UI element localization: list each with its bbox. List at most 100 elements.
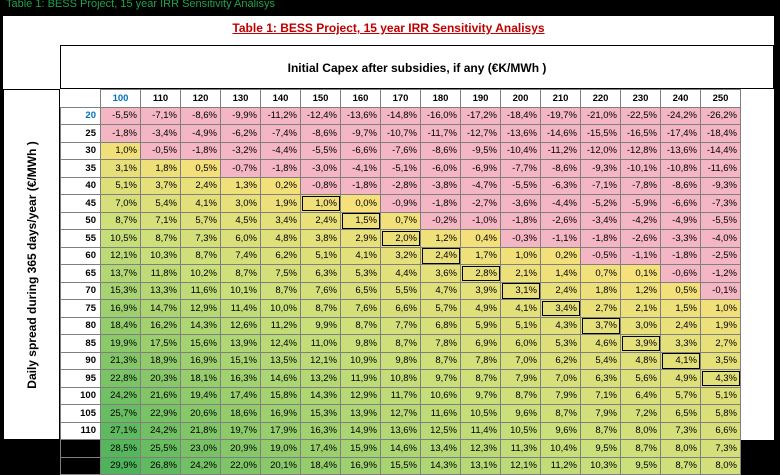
irr-cell: 8,7% bbox=[100, 211, 141, 230]
spread-row-header: 85 bbox=[60, 334, 101, 353]
irr-cell: 21,8% bbox=[180, 421, 221, 440]
irr-cell: -13,6% bbox=[340, 106, 381, 125]
irr-cell: -4,4% bbox=[540, 194, 581, 213]
table-row: 20 -5,5% -7,1% -8,6% -9,9% -11,2% -12,4% -13,6%… bbox=[60, 106, 741, 125]
capex-column-header: 140 bbox=[260, 89, 301, 108]
irr-cell: 8,7% bbox=[500, 386, 541, 405]
irr-cell: 2,4% bbox=[180, 176, 221, 195]
irr-cell: -19,7% bbox=[540, 106, 581, 125]
spread-row-header: 100 bbox=[60, 386, 101, 405]
spread-row-header: 95 bbox=[60, 369, 101, 388]
capex-column-header: 190 bbox=[460, 89, 501, 108]
irr-cell: 12,3% bbox=[460, 439, 501, 458]
irr-cell: 9,5% bbox=[580, 439, 621, 458]
top-cropped-caption: Table 1: BESS Project, 15 year IRR Sensi… bbox=[0, 0, 780, 14]
irr-cell: 3,1% bbox=[100, 159, 141, 178]
irr-cell: -9,9% bbox=[220, 106, 261, 125]
irr-cell: -6,3% bbox=[540, 176, 581, 195]
irr-cell: 7,3% bbox=[700, 439, 741, 458]
capex-column-header: 180 bbox=[420, 89, 461, 108]
irr-cell: 24,2% bbox=[140, 421, 181, 440]
irr-cell: 4,9% bbox=[460, 299, 501, 318]
irr-cell: -5,5% bbox=[300, 141, 341, 160]
irr-cell: 1,8% bbox=[580, 281, 621, 300]
irr-cell: 26,8% bbox=[140, 456, 181, 475]
capex-column-header: 120 bbox=[180, 89, 221, 108]
spread-row-header: 25 bbox=[60, 124, 101, 143]
table-row: 50 8,7% 7,1% 5,7% 4,5% 3,4% 2,4% 1,5% 0,7% -0,2% -… bbox=[60, 211, 741, 230]
irr-cell: -5,2% bbox=[580, 194, 621, 213]
irr-cell: -11,2% bbox=[260, 106, 301, 125]
irr-cell: -7,6% bbox=[380, 141, 421, 160]
irr-cell: 2,9% bbox=[340, 229, 381, 248]
irr-cell: -3,0% bbox=[300, 159, 341, 178]
irr-cell: 13,4% bbox=[420, 439, 461, 458]
irr-cell: 14,3% bbox=[420, 456, 461, 475]
irr-cell: 1,3% bbox=[220, 176, 261, 195]
irr-cell: 7,8% bbox=[460, 351, 501, 370]
irr-cell: 11,3% bbox=[500, 439, 541, 458]
table-row: 55 10,5% 8,7% 7,3% 6,0% 4,8% 3,8% 2,9% 2,0% 1,2% 0… bbox=[60, 229, 741, 248]
capex-column-header: 130 bbox=[220, 89, 261, 108]
irr-cell: -7,1% bbox=[580, 176, 621, 195]
irr-cell: 24,2% bbox=[100, 386, 141, 405]
spread-row-header: 120 bbox=[60, 456, 101, 475]
irr-cell: 2,1% bbox=[620, 299, 661, 318]
irr-cell: 25,7% bbox=[100, 404, 141, 423]
irr-cell: -9,5% bbox=[460, 141, 501, 160]
irr-cell: 23,0% bbox=[180, 439, 221, 458]
spread-row-header: 65 bbox=[60, 264, 101, 283]
capex-column-header: 170 bbox=[380, 89, 421, 108]
irr-cell: 2,7% bbox=[580, 299, 621, 318]
spread-row-header: 75 bbox=[60, 299, 101, 318]
irr-cell: 13,9% bbox=[340, 404, 381, 423]
irr-cell: 0,7% bbox=[380, 211, 421, 230]
irr-cell: -4,2% bbox=[620, 211, 661, 230]
irr-cell: 8,7% bbox=[540, 404, 581, 423]
irr-cell: -1,8% bbox=[180, 141, 221, 160]
irr-cell: 1,4% bbox=[540, 264, 581, 283]
irr-cell: -6,6% bbox=[340, 141, 381, 160]
irr-cell: 3,4% bbox=[540, 299, 581, 318]
irr-cell: 1,2% bbox=[420, 229, 461, 248]
irr-cell: 10,3% bbox=[140, 246, 181, 265]
irr-cell: 13,7% bbox=[100, 264, 141, 283]
spread-row-header: 40 bbox=[60, 176, 101, 195]
irr-cell: 5,5% bbox=[380, 281, 421, 300]
irr-cell: 12,5% bbox=[420, 421, 461, 440]
irr-cell: 3,6% bbox=[420, 264, 461, 283]
irr-cell: 2,7% bbox=[700, 334, 741, 353]
table-row: 115 28,5% 25,5% 23,0% 20,9% 19,0% 17,4% 15,9% 14… bbox=[60, 439, 741, 458]
irr-cell: 6,2% bbox=[540, 351, 581, 370]
irr-cell: -5,1% bbox=[380, 159, 421, 178]
irr-cell: 8,7% bbox=[260, 281, 301, 300]
irr-cell: -7,8% bbox=[620, 176, 661, 195]
irr-cell: 3,5% bbox=[700, 351, 741, 370]
table-row: 80 18,4% 16,2% 14,3% 12,6% 11,2% 9,9% 8,7% 7,7% 6… bbox=[60, 316, 741, 335]
irr-sensitivity-table: 100 110 120 130 140 150 160 170 180 190 200 210 220 2… bbox=[60, 89, 741, 475]
irr-cell: -3,3% bbox=[660, 229, 701, 248]
irr-cell: 6,2% bbox=[260, 246, 301, 265]
irr-cell: -1,8% bbox=[100, 124, 141, 143]
irr-cell: -12,8% bbox=[620, 141, 661, 160]
irr-cell: 15,8% bbox=[260, 386, 301, 405]
irr-cell: 7,3% bbox=[660, 421, 701, 440]
irr-cell: -26,2% bbox=[700, 106, 741, 125]
irr-cell: -1,1% bbox=[620, 246, 661, 265]
irr-cell: 1,2% bbox=[620, 281, 661, 300]
irr-cell: 7,4% bbox=[220, 246, 261, 265]
irr-cell: 7,1% bbox=[580, 386, 621, 405]
irr-cell: -6,2% bbox=[220, 124, 261, 143]
irr-cell: 3,9% bbox=[620, 334, 661, 353]
irr-cell: -0,9% bbox=[380, 194, 421, 213]
irr-cell: 7,7% bbox=[380, 316, 421, 335]
irr-cell: -7,4% bbox=[260, 124, 301, 143]
irr-cell: 9,8% bbox=[380, 351, 421, 370]
irr-cell: 13,1% bbox=[460, 456, 501, 475]
irr-cell: -0,5% bbox=[140, 141, 181, 160]
irr-cell: 8,7% bbox=[660, 456, 701, 475]
irr-cell: -1,0% bbox=[460, 211, 501, 230]
irr-cell: -2,6% bbox=[620, 229, 661, 248]
irr-cell: -1,2% bbox=[700, 264, 741, 283]
irr-cell: 9,7% bbox=[420, 369, 461, 388]
